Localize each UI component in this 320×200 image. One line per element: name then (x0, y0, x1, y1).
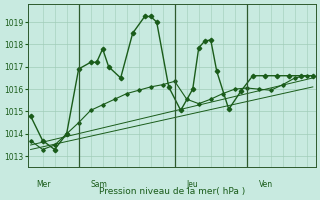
X-axis label: Pression niveau de la mer( hPa ): Pression niveau de la mer( hPa ) (99, 187, 245, 196)
Text: Sam: Sam (91, 180, 108, 189)
Text: Jeu: Jeu (187, 180, 198, 189)
Text: Mer: Mer (36, 180, 51, 189)
Text: Ven: Ven (259, 180, 273, 189)
